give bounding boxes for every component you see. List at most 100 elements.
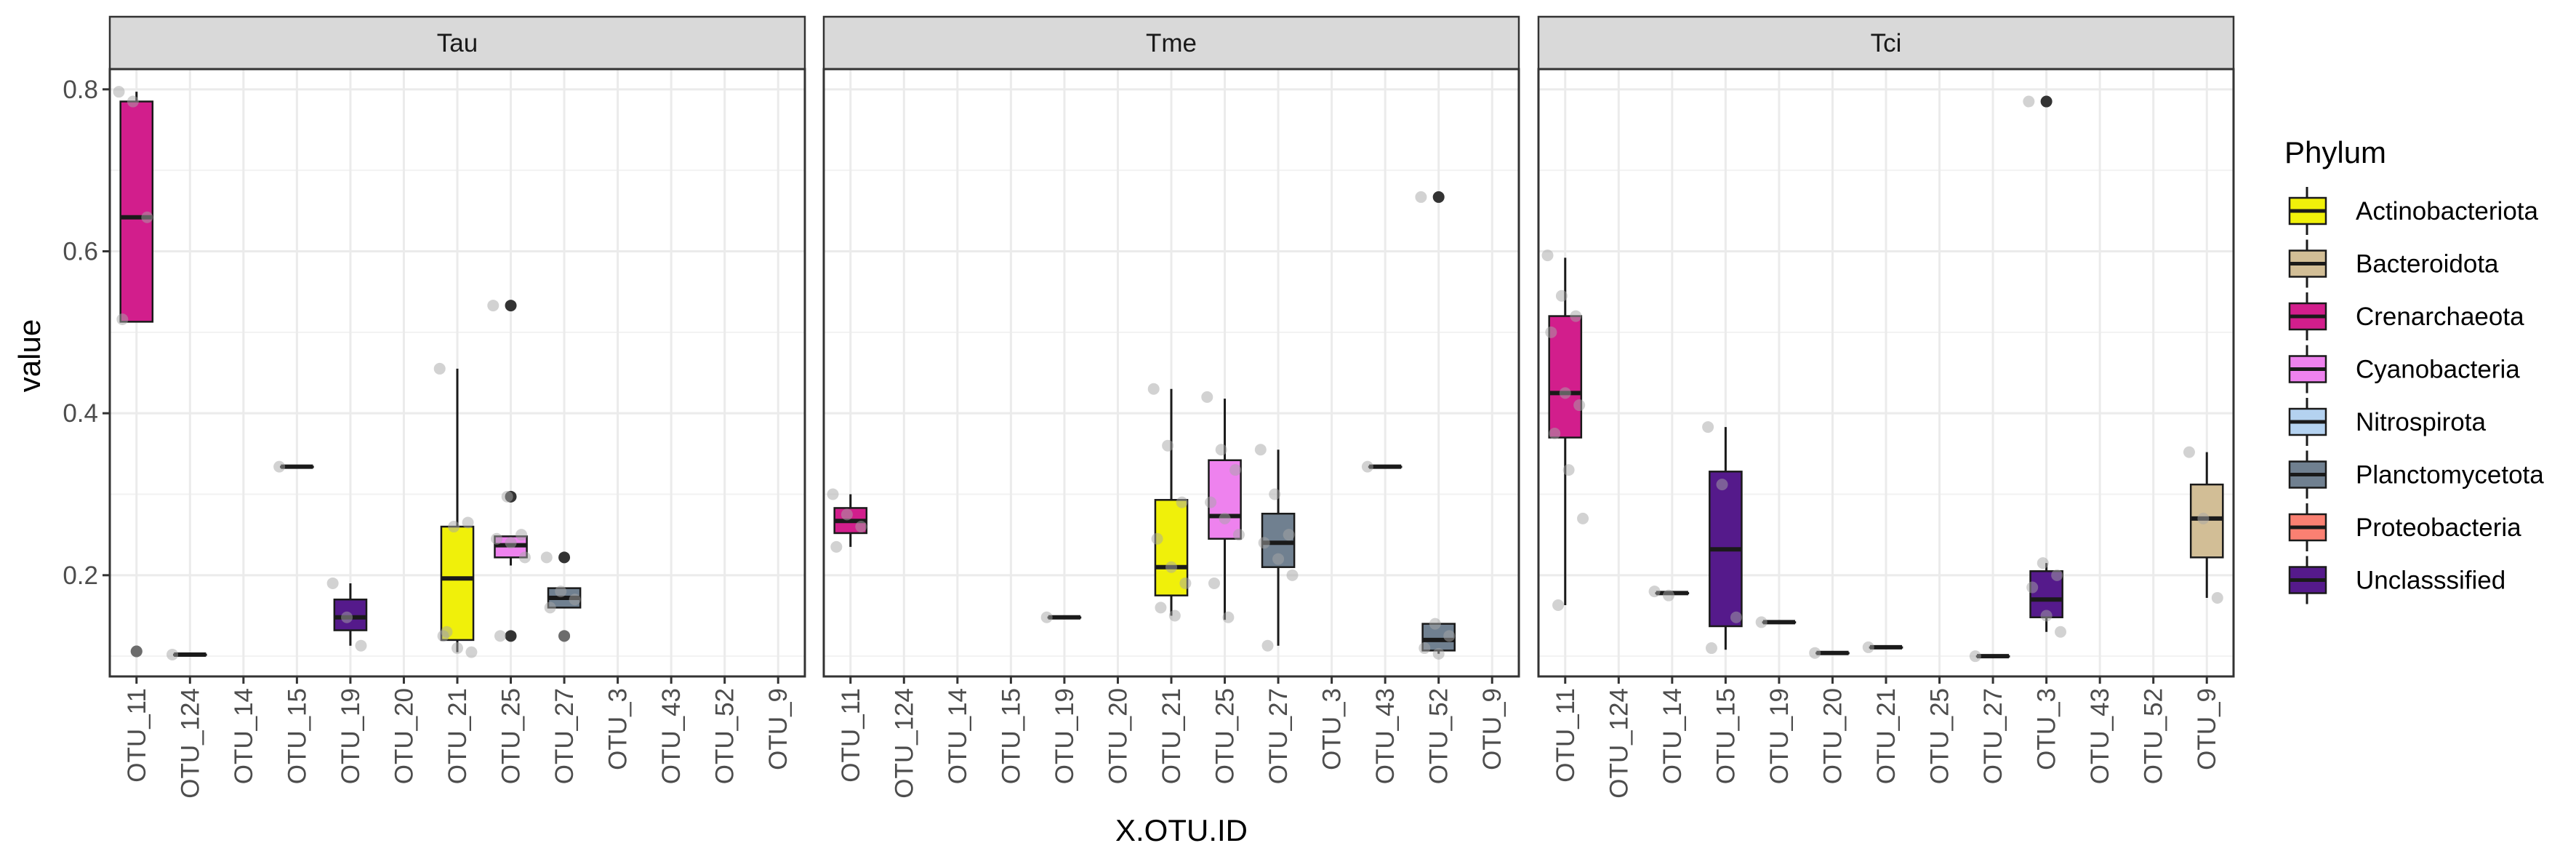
box-otu-27	[1969, 650, 2010, 663]
jitter-point	[1201, 391, 1213, 403]
x-tick-label: OTU_52	[2140, 688, 2168, 784]
facet-panel-tau: Tau OTU_11 OTU_124 OTU_14 OTU_15 OTU_19 OTU_20…	[108, 15, 806, 799]
jitter-point	[1162, 439, 1174, 452]
jitter-point	[1730, 611, 1742, 623]
jitter-point	[465, 646, 478, 658]
legend-key	[2288, 187, 2327, 235]
x-tick-label: OTU_19	[1051, 688, 1079, 784]
jitter-point	[113, 86, 125, 98]
jitter-point	[166, 648, 179, 660]
jitter-point	[1552, 599, 1565, 612]
jitter-point	[1648, 586, 1661, 598]
jitter-point	[1232, 529, 1245, 541]
x-tick-label: OTU_14	[944, 688, 972, 784]
box-otu-9	[2183, 446, 2224, 604]
legend-key	[2288, 345, 2327, 393]
jitter-point	[462, 516, 474, 529]
jitter-point	[1415, 191, 1427, 203]
jitter-point	[1205, 496, 1217, 508]
jitter-point	[2051, 569, 2063, 581]
facet-strip	[108, 15, 806, 71]
jitter-point	[1283, 529, 1295, 541]
jitter-point	[448, 521, 460, 533]
legend-label: Planctomycetota	[2356, 461, 2544, 490]
x-tick-label: OTU_19	[337, 688, 365, 784]
y-tick-label: 0.4	[63, 399, 98, 428]
legend-title: Phylum	[2284, 135, 2386, 169]
legend: Phylum Actinobacteriota Bacteroidota Crenar…	[2284, 135, 2544, 604]
box-otu-11	[1541, 249, 1589, 612]
jitter-point	[494, 630, 506, 642]
jitter-point	[1549, 428, 1561, 439]
x-tick-label: OTU_14	[1658, 688, 1687, 784]
jitter-point	[1577, 512, 1589, 524]
jitter-point	[433, 362, 446, 375]
legend-label: Unclasssified	[2356, 567, 2505, 595]
box-outlier	[505, 300, 517, 312]
box-group	[827, 191, 1456, 660]
legend-label: Proteobacteria	[2356, 514, 2521, 542]
x-tick-label: OTU_124	[890, 688, 918, 799]
box-otu-52	[1415, 191, 1456, 660]
jitter-point	[840, 508, 853, 521]
x-tick-label: OTU_3	[1318, 688, 1347, 770]
box-otu-25	[487, 300, 531, 642]
jitter-point	[1969, 650, 1981, 663]
jitter-point	[555, 586, 567, 598]
legend-key	[2288, 556, 2327, 604]
x-tick-label: OTU_21	[1872, 688, 1901, 784]
jitter-point	[130, 645, 143, 658]
facet-panels: Tau OTU_11 OTU_124 OTU_14 OTU_15 OTU_19 OTU_20…	[108, 15, 2235, 799]
box-outlier	[1432, 191, 1445, 203]
x-tick-label: OTU_15	[1712, 688, 1740, 784]
jitter-point	[355, 639, 367, 652]
jitter-point	[1219, 512, 1231, 524]
facet-label: Tau	[437, 29, 478, 57]
box-outlier	[558, 551, 571, 564]
x-tick-label: OTU_15	[997, 688, 1025, 784]
jitter-point	[1261, 639, 1274, 652]
x-tick-label: OTU_11	[837, 688, 865, 783]
x-tick-label: OTU_25	[1211, 688, 1240, 784]
x-tick-label: OTU_20	[1104, 688, 1132, 784]
facet-label: Tme	[1146, 29, 1197, 57]
x-tick-label: OTU_20	[1818, 688, 1847, 784]
jitter-point	[1155, 602, 1167, 614]
x-tick-label: OTU_9	[2193, 688, 2221, 770]
jitter-point	[827, 488, 839, 500]
box-otu-124	[166, 648, 207, 660]
jitter-point	[127, 95, 139, 108]
jitter-point	[518, 551, 531, 564]
jitter-point	[1570, 310, 1582, 322]
jitter-point	[1222, 611, 1235, 623]
jitter-point	[1443, 630, 1456, 642]
box-body	[440, 525, 475, 642]
jitter-point	[1286, 569, 1299, 581]
box-otu-19	[1755, 616, 1797, 628]
jitter-point	[1254, 444, 1267, 456]
x-tick-label: OTU_21	[1157, 688, 1186, 784]
jitter-point	[1419, 642, 1431, 655]
x-tick-label: OTU_27	[550, 688, 579, 784]
jitter-point	[2183, 446, 2195, 458]
jitter-point	[1545, 326, 1557, 338]
jitter-point	[491, 532, 503, 545]
jitter-point	[501, 490, 513, 503]
jitter-point	[2211, 592, 2223, 604]
x-tick-label: OTU_3	[604, 688, 633, 770]
jitter-point	[1361, 460, 1373, 473]
facet-panel-tme: Tme OTU_11 OTU_124 OTU_14 OTU_15 OTU_19 OTU_20…	[822, 15, 1520, 799]
x-tick-label: OTU_25	[1926, 688, 1954, 784]
x-tick-label: OTU_14	[230, 688, 258, 784]
jitter-point	[1176, 496, 1188, 508]
x-tick-label: OTU_27	[1264, 688, 1293, 784]
box-otu-21	[1862, 641, 1903, 653]
jitter-point	[569, 594, 581, 606]
facet-strip	[822, 15, 1520, 71]
box-otu-14	[1648, 586, 1690, 602]
y-tick-label: 0.6	[63, 238, 98, 266]
box-otu-27	[540, 551, 582, 642]
box-group	[1541, 95, 2224, 663]
jitter-point	[1432, 647, 1445, 660]
